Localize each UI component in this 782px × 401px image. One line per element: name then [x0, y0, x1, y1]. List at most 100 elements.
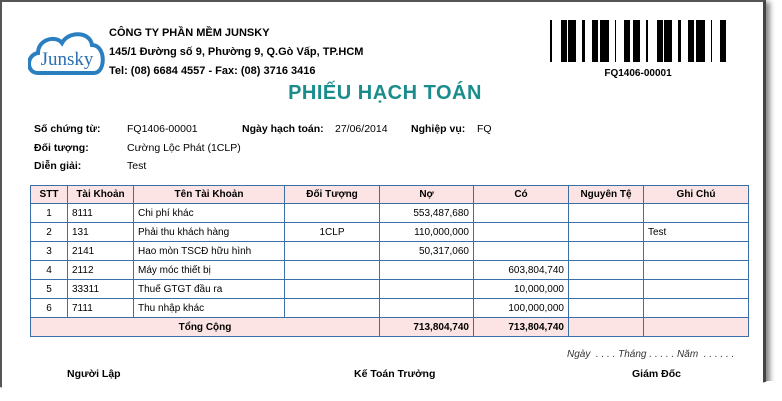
- table-row: 5 33311 Thuế GTGT đầu ra 10,000,000: [30, 279, 749, 299]
- barcode-bar: [604, 20, 606, 62]
- cell-doi-tuong: [284, 203, 380, 223]
- giam-doc-label: Giám Đốc: [632, 368, 682, 380]
- table-row: 6 7111 Thu nhập khác 100,000,000: [30, 298, 749, 318]
- barcode-bar: [720, 20, 723, 62]
- barcode-bar: [597, 20, 598, 62]
- cell-nguyen-te: [568, 298, 644, 318]
- total-nguyen-te: [568, 317, 644, 337]
- doi-tuong-label: Đối tượng:: [34, 142, 89, 154]
- ngay-hach-toan-label: Ngày hạch toán:: [242, 123, 324, 135]
- svg-text:Junsky: Junsky: [41, 49, 94, 70]
- cell-ghi-chu: [643, 241, 749, 261]
- total-no: 713,804,740: [379, 317, 474, 337]
- cell-co: [473, 222, 569, 242]
- cell-ghi-chu: [643, 279, 749, 299]
- ke-toan-truong-label: Kế Toán Trưởng: [354, 368, 436, 380]
- torn-edge: [0, 381, 782, 401]
- so-chung-tu-value: FQ1406-00001: [127, 123, 198, 135]
- dien-giai-value: Test: [127, 160, 147, 172]
- barcode-bar: [615, 20, 616, 62]
- col-stt: STT: [30, 185, 68, 204]
- barcode-text: FQ1406-00001: [604, 68, 672, 79]
- barcode-bar: [561, 20, 562, 62]
- barcode-bar: [570, 20, 573, 62]
- company-contact: Tel: (08) 6684 4557 - Fax: (08) 3716 341…: [109, 65, 316, 77]
- cell-nguyen-te: [568, 241, 644, 261]
- barcode-bar: [666, 20, 669, 62]
- nghiep-vu-label: Nghiệp vụ:: [411, 123, 466, 135]
- barcode-bar: [696, 20, 699, 62]
- total-row: Tổng Cộng 713,804,740 713,804,740: [30, 317, 749, 337]
- cell-ten-tai-khoan: Hao mòn TSCĐ hữu hình: [133, 241, 285, 261]
- nghiep-vu-value: FQ: [477, 123, 492, 135]
- cell-tai-khoan: 33311: [67, 279, 134, 299]
- company-address: 145/1 Đường số 9, Phường 9, Q.Gò Vấp, TP…: [109, 46, 364, 58]
- barcode-bar: [574, 20, 576, 62]
- barcode-bar: [711, 20, 712, 62]
- cell-nguyen-te: [568, 203, 644, 223]
- company-name: CÔNG TY PHẦN MỀM JUNSKY: [109, 27, 270, 39]
- cell-ten-tai-khoan: Thu nhập khác: [133, 298, 285, 318]
- voucher-page: Junsky CÔNG TY PHẦN MỀM JUNSKY 145/1 Đườ…: [0, 0, 766, 401]
- barcode-bar: [633, 20, 634, 62]
- page-title: PHIẾU HẠCH TOÁN: [288, 82, 482, 104]
- cell-tai-khoan: 131: [67, 222, 134, 242]
- cell-stt: 4: [30, 260, 68, 280]
- so-chung-tu-label: Số chứng từ:: [34, 123, 101, 135]
- cell-ten-tai-khoan: Chi phí khác: [133, 203, 285, 223]
- ngay-hach-toan-value: 27/06/2014: [335, 123, 388, 135]
- barcode-bar: [657, 20, 658, 62]
- barcode-bar: [603, 20, 604, 62]
- cell-no: [379, 298, 474, 318]
- cell-stt: 5: [30, 279, 68, 299]
- cell-doi-tuong: [284, 241, 380, 261]
- cell-no: [379, 279, 474, 299]
- total-ghi-chu: [643, 317, 749, 337]
- barcode-bar: [678, 20, 681, 62]
- cell-nguyen-te: [568, 222, 644, 242]
- cell-ten-tai-khoan: Máy móc thiết bị: [133, 260, 285, 280]
- barcode-bar: [634, 20, 636, 62]
- cell-nguyen-te: [568, 260, 644, 280]
- cell-ten-tai-khoan: Thuế GTGT đầu ra: [133, 279, 285, 299]
- col-no: Nợ: [379, 185, 474, 204]
- col-tai-khoan: Tài Khoản: [67, 185, 134, 204]
- barcode-bar: [646, 20, 648, 62]
- cell-no: 110,000,000: [379, 222, 474, 242]
- barcode-bar: [723, 20, 724, 62]
- barcode-bar: [600, 20, 603, 62]
- barcode-bar: [573, 20, 574, 62]
- barcode-bar: [628, 20, 630, 62]
- barcode-bar: [724, 20, 726, 62]
- barcode-bar: [639, 20, 640, 62]
- barcode-bar: [664, 20, 666, 62]
- barcode-bar: [660, 20, 663, 62]
- doi-tuong-value: Cường Lộc Phát (1CLP): [127, 142, 241, 154]
- barcode-bar: [562, 20, 564, 62]
- nguoi-lap-label: Người Lập: [67, 368, 121, 380]
- dien-giai-label: Diễn giải:: [34, 160, 82, 172]
- barcode-bar: [693, 20, 694, 62]
- cell-co: [473, 241, 569, 261]
- barcode-bar: [606, 20, 609, 62]
- table-row: 1 8111 Chi phí khác 553,487,680: [30, 203, 749, 223]
- cell-stt: 6: [30, 298, 68, 318]
- barcode-bar: [670, 20, 672, 62]
- cell-co: 100,000,000: [473, 298, 569, 318]
- col-co: Có: [473, 185, 569, 204]
- table-row: 3 2141 Hao mòn TSCĐ hữu hình 50,317,060: [30, 241, 749, 261]
- col-nguyen-te: Nguyên Tệ: [568, 185, 644, 204]
- table-row: 2 131 Phải thu khách hàng 1CLP 110,000,000 Te…: [30, 222, 749, 242]
- total-label: Tổng Cộng: [30, 317, 380, 337]
- barcode-bar: [699, 20, 700, 62]
- cell-stt: 2: [30, 222, 68, 242]
- junsky-logo: Junsky: [28, 32, 105, 75]
- cell-nguyen-te: [568, 279, 644, 299]
- cell-no: [379, 260, 474, 280]
- barcode: [550, 20, 726, 62]
- barcode-bar: [627, 20, 628, 62]
- date-line: Ngày . . . . Tháng . . . . . Năm . . . .…: [567, 349, 735, 360]
- barcode-bar: [568, 20, 570, 62]
- cell-no: 50,317,060: [379, 241, 474, 261]
- cell-tai-khoan: 7111: [67, 298, 134, 318]
